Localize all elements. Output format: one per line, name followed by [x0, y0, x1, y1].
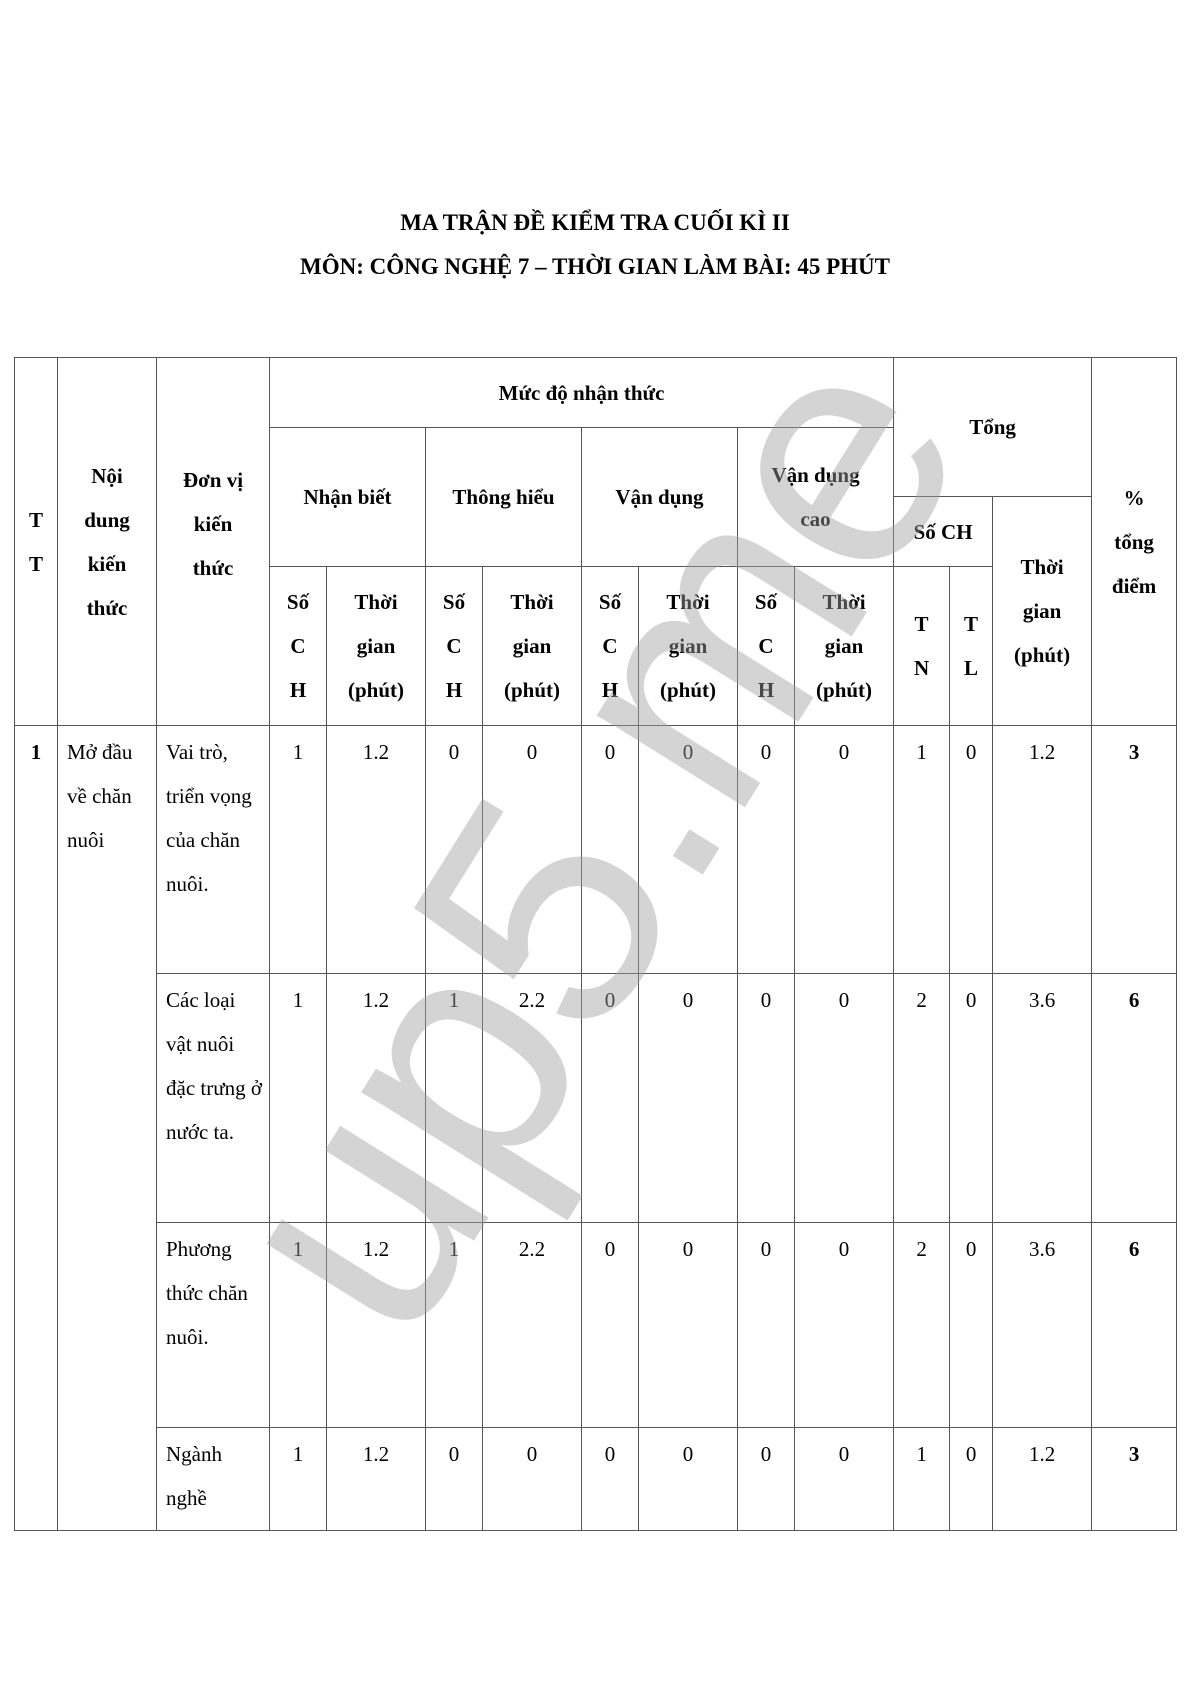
value-cell: 1 — [269, 973, 327, 1223]
value-cell: 1 — [893, 725, 951, 974]
header-unit: Đơn vị kiến thức — [156, 357, 270, 726]
value-cell: 1 — [893, 1427, 951, 1531]
value-cell: 0 — [638, 1222, 738, 1428]
unit-cell: Vai trò, triển vọng của chăn nuôi. — [156, 725, 270, 974]
header-level-thong-hieu: Thông hiểu — [425, 427, 582, 567]
header-total: Tổng — [893, 357, 1093, 497]
group-content: Mở đầu về chăn nuôi — [57, 725, 157, 1531]
unit-cell: Ngành nghề — [156, 1427, 270, 1531]
value-cell: 1 — [425, 1222, 483, 1428]
table-row: Các loại vật nuôi đặc trưng ở nước ta. 1 1… — [15, 973, 1178, 1223]
header-time: Thời gian (phút) — [793, 566, 895, 726]
header-level-nhan-biet: Nhận biết — [269, 427, 426, 567]
value-cell: 0 — [793, 973, 895, 1223]
value-cell: 1.2 — [326, 725, 426, 974]
value-cell: 2 — [893, 1222, 951, 1428]
value-cell: 2.2 — [482, 1222, 582, 1428]
table-row: Ngành nghề 1 1.2 0 0 0 0 0 0 1 0 1.2 3 — [15, 1427, 1178, 1531]
percent-cell: 6 — [1091, 973, 1178, 1223]
header-time: Thời gian (phút) — [326, 566, 426, 726]
value-cell: 1 — [269, 1427, 327, 1531]
value-cell: 0 — [638, 1427, 738, 1531]
header-level-group: Mức độ nhận thức — [268, 357, 895, 428]
value-cell: 0 — [737, 1222, 795, 1428]
value-cell: 0 — [737, 973, 795, 1223]
percent-cell: 6 — [1091, 1222, 1178, 1428]
document-title: MA TRẬN ĐỀ KIỂM TRA CUỐI KÌ II — [400, 210, 790, 235]
value-cell: 0 — [581, 725, 639, 974]
header-tt: TT — [14, 357, 58, 726]
value-cell: 0 — [482, 1427, 582, 1531]
value-cell: 1.2 — [992, 1427, 1093, 1531]
value-cell: 1.2 — [326, 1222, 426, 1428]
value-cell: 1 — [269, 725, 327, 974]
header-count: Số CH — [269, 566, 327, 726]
header-level-van-dung: Vận dụng — [581, 427, 738, 567]
table-row: Phương thức chăn nuôi. 1 1.2 1 2.2 0 0 0 0 2 0 3.6 6 — [15, 1222, 1178, 1428]
group-number: 1 — [14, 725, 58, 1531]
header-content: Nội dung kiến thức — [57, 357, 157, 726]
value-cell: 0 — [793, 1427, 895, 1531]
exam-matrix-table: TT Nội dung kiến thức Đơn vị kiến thức M… — [14, 357, 1178, 1531]
value-cell: 0 — [581, 1427, 639, 1531]
value-cell: 0 — [581, 1222, 639, 1428]
value-cell: 0 — [949, 973, 994, 1223]
value-cell: 0 — [949, 1427, 994, 1531]
value-cell: 0 — [793, 1222, 895, 1428]
value-cell: 1.2 — [326, 973, 426, 1223]
header-percent: % tổng điểm — [1091, 357, 1178, 726]
header-total-tl: TL — [949, 566, 994, 726]
unit-cell: Phương thức chăn nuôi. — [156, 1222, 270, 1428]
value-cell: 3.6 — [992, 973, 1093, 1223]
value-cell: 0 — [949, 1222, 994, 1428]
value-cell: 0 — [638, 725, 738, 974]
value-cell: 0 — [425, 1427, 483, 1531]
value-cell: 0 — [949, 725, 994, 974]
value-cell: 1.2 — [992, 725, 1093, 974]
header-count: Số CH — [737, 566, 795, 726]
header-time: Thời gian (phút) — [482, 566, 582, 726]
percent-cell: 3 — [1091, 725, 1178, 974]
value-cell: 1 — [269, 1222, 327, 1428]
percent-cell: 3 — [1091, 1427, 1178, 1531]
value-cell: 0 — [638, 973, 738, 1223]
value-cell: 3.6 — [992, 1222, 1093, 1428]
unit-cell: Các loại vật nuôi đặc trưng ở nước ta. — [156, 973, 270, 1223]
value-cell: 0 — [425, 725, 483, 974]
header-count: Số CH — [581, 566, 639, 726]
value-cell: 0 — [581, 973, 639, 1223]
header-count: Số CH — [425, 566, 483, 726]
value-cell: 0 — [482, 725, 582, 974]
value-cell: 1.2 — [326, 1427, 426, 1531]
value-cell: 2 — [893, 973, 951, 1223]
value-cell: 0 — [737, 1427, 795, 1531]
header-total-time: Thời gian (phút) — [992, 496, 1093, 726]
table-row: 1 Mở đầu về chăn nuôi Vai trò, triển vọng … — [14, 725, 1178, 1531]
header-level-van-dung-cao: Vận dụng cao — [736, 427, 895, 567]
value-cell: 0 — [737, 725, 795, 974]
value-cell: 0 — [793, 725, 895, 974]
header-total-tn: TN — [893, 566, 951, 726]
value-cell: 1 — [425, 973, 483, 1223]
document-subtitle: MÔN: CÔNG NGHỆ 7 – THỜI GIAN LÀM BÀI: 45… — [300, 254, 890, 279]
value-cell: 2.2 — [482, 973, 582, 1223]
header-time: Thời gian (phút) — [638, 566, 738, 726]
header-total-count: Số CH — [893, 496, 994, 567]
